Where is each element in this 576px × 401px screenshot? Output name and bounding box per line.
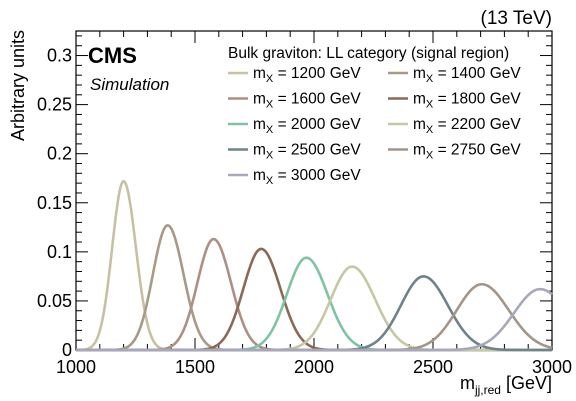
y-axis-label: Arbitrary units bbox=[8, 30, 28, 141]
y-tick-label: 0.15 bbox=[37, 193, 72, 213]
legend-label-1800: mX = 1800 GeV bbox=[413, 91, 521, 111]
y-tick-label: 0.25 bbox=[37, 95, 72, 115]
x-tick-label: 2500 bbox=[413, 357, 453, 377]
x-axis-label: mjj,red [GeV] bbox=[460, 373, 552, 397]
y-tick-label: 0.3 bbox=[47, 46, 72, 66]
y-tick-label: 0.1 bbox=[47, 242, 72, 262]
experiment-label: CMS bbox=[88, 43, 137, 68]
legend-label-2750: mX = 2750 GeV bbox=[413, 142, 521, 162]
legend-label-3000: mX = 3000 GeV bbox=[253, 167, 361, 187]
legend-title: Bulk graviton: LL category (signal regio… bbox=[228, 45, 509, 62]
energy-label: (13 TeV) bbox=[481, 8, 552, 29]
y-tick-label: 0.05 bbox=[37, 291, 72, 311]
series-line-2200 bbox=[76, 265, 552, 352]
y-tick-label: 0.2 bbox=[47, 144, 72, 164]
legend-label-2500: mX = 2500 GeV bbox=[253, 142, 361, 162]
axis-ticks: 1000 1500 2000 2500 3000 0 0.05 0.1 0.15 0.2 0.25 0… bbox=[37, 31, 572, 377]
legend-label-1600: mX = 1600 GeV bbox=[253, 91, 361, 111]
status-label: Simulation bbox=[90, 75, 169, 94]
legend-label-2000: mX = 2000 GeV bbox=[253, 116, 361, 136]
legend-label-1200: mX = 1200 GeV bbox=[253, 65, 361, 85]
legend-label-1400: mX = 1400 GeV bbox=[413, 65, 521, 85]
legend-label-2200: mX = 2200 GeV bbox=[413, 116, 521, 136]
x-tick-label: 1000 bbox=[56, 357, 96, 377]
legend: mX = 1200 GeV mX = 1400 GeV mX = 1600 GeV m… bbox=[228, 65, 521, 187]
x-tick-label: 1500 bbox=[175, 357, 215, 377]
x-tick-label: 2000 bbox=[294, 357, 334, 377]
series-curves bbox=[75, 179, 553, 352]
y-tick-label: 0 bbox=[62, 340, 72, 360]
x-tick-label: 3000 bbox=[532, 357, 572, 377]
series-line-3000 bbox=[76, 287, 553, 352]
